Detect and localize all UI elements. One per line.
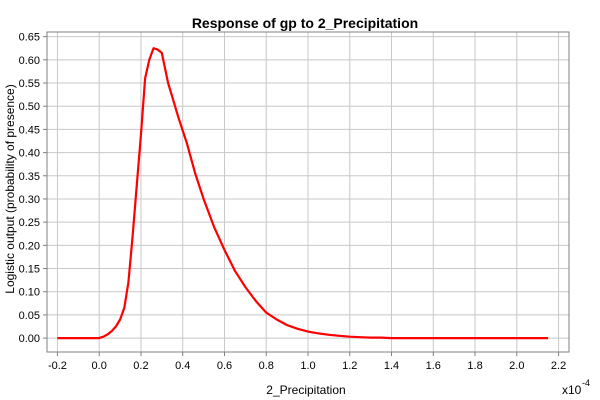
y-tick-label: 0.30 xyxy=(19,194,40,206)
y-tick-label: 0.45 xyxy=(19,124,40,136)
x-tick-label: 1.4 xyxy=(384,360,399,372)
x-tick-label: 0.0 xyxy=(92,360,107,372)
y-tick-label: 0.05 xyxy=(19,310,40,322)
y-tick-label: 0.35 xyxy=(19,171,40,183)
x-tick-label: 1.8 xyxy=(467,360,482,372)
x-tick-label: 2.2 xyxy=(551,360,566,372)
y-tick-label: 0.20 xyxy=(19,240,40,252)
x-axis-multiplier-exponent: -4 xyxy=(582,378,590,388)
y-axis-label: Logistic output (probability of presence… xyxy=(3,84,17,293)
y-tick-label: 0.55 xyxy=(19,78,40,90)
x-tick-label: -0.2 xyxy=(48,360,67,372)
y-tick-label: 0.40 xyxy=(19,148,40,160)
response-curve xyxy=(57,47,549,340)
x-axis-label: 2_Precipitation xyxy=(266,383,345,397)
x-axis-ticks: -0.2 0.0 0.2 0.4 0.6 0.8 1.0 1.2 1.4 1.6 1.8 2.0 2.2 xyxy=(48,352,566,372)
y-axis-ticks: 0.00 0.05 0.10 0.15 0.20 0.25 0.30 0.35 0.40 0.45… xyxy=(19,32,47,345)
x-axis-multiplier: x10 xyxy=(562,383,582,397)
x-tick-label: 2.0 xyxy=(509,360,524,372)
x-tick-label: 0.4 xyxy=(175,360,190,372)
y-tick-label: 0.10 xyxy=(19,287,40,299)
y-tick-label: 0.00 xyxy=(19,333,40,345)
x-tick-label: 1.6 xyxy=(426,360,441,372)
x-tick-label: 1.2 xyxy=(342,360,357,372)
y-tick-label: 0.25 xyxy=(19,217,40,229)
y-tick-label: 0.60 xyxy=(19,55,40,67)
x-tick-label: 0.6 xyxy=(217,360,232,372)
chart-title: Response of gp to 2_Precipitation xyxy=(192,15,418,31)
y-tick-label: 0.65 xyxy=(19,32,40,44)
x-tick-label: 0.8 xyxy=(259,360,274,372)
x-tick-label: 0.2 xyxy=(133,360,148,372)
y-tick-label: 0.50 xyxy=(19,101,40,113)
x-tick-label: 1.0 xyxy=(300,360,315,372)
y-tick-label: 0.15 xyxy=(19,264,40,276)
